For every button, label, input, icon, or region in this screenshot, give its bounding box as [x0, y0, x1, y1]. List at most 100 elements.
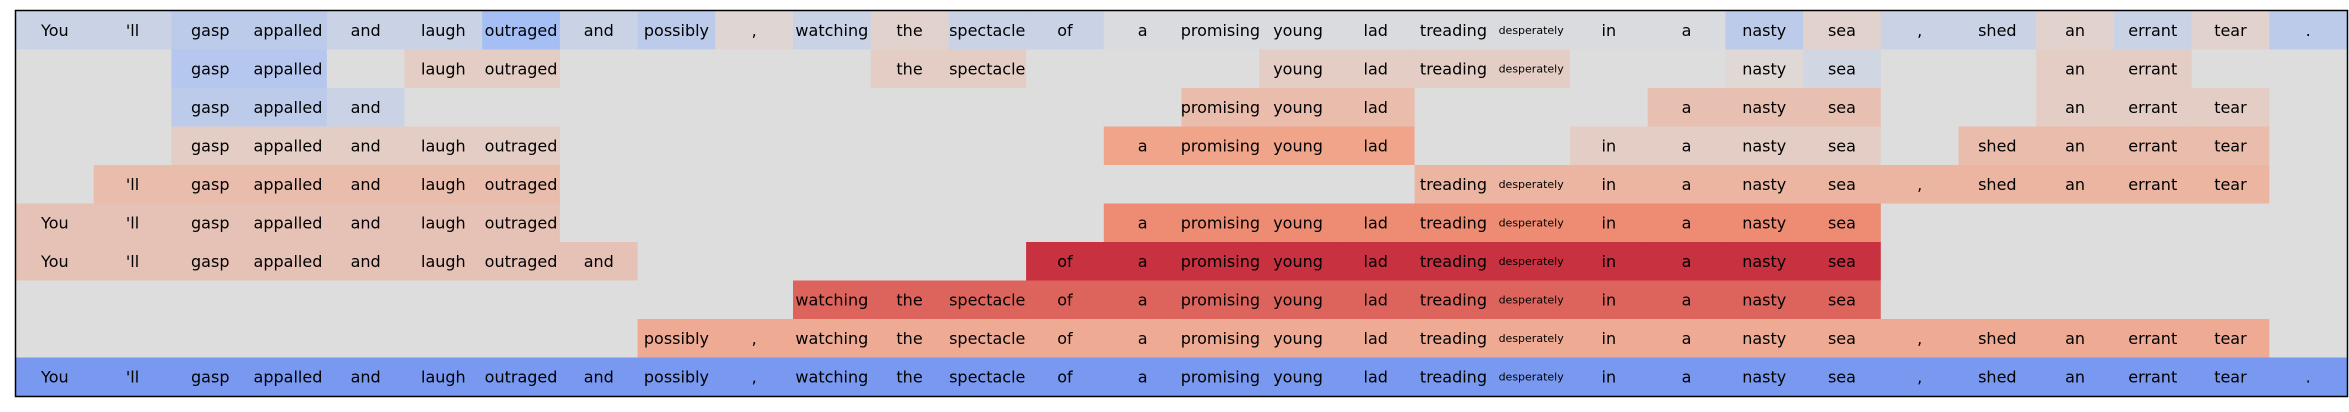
heatmap-cell: [16, 126, 95, 166]
token-label: laugh: [421, 59, 466, 78]
token-label: errant: [2128, 98, 2177, 117]
token-label: spectacle: [949, 59, 1025, 78]
heatmap-cell: [2191, 49, 2270, 89]
token-label: watching: [795, 329, 868, 348]
token-label: a: [1682, 175, 1692, 194]
heatmap-cell: [326, 11, 406, 51]
heatmap-cell: [1336, 88, 1416, 128]
token-label: 'll: [126, 252, 139, 271]
heatmap-cell: [1259, 49, 1338, 89]
token-label: promising: [1181, 367, 1260, 386]
heatmap-cell: [870, 126, 949, 166]
heatmap-cell: [1181, 242, 1260, 282]
heatmap-cell: [171, 126, 250, 166]
heatmap-cell: [1259, 11, 1338, 51]
heatmap-cell: [404, 357, 483, 397]
heatmap-cell: [1958, 242, 2037, 282]
heatmap-cell: [1181, 165, 1260, 205]
token-label: an: [2065, 367, 2085, 386]
heatmap-cell: [2113, 165, 2193, 205]
heatmap-cell: [1803, 357, 1882, 397]
token-label: and: [584, 21, 614, 40]
heatmap-cell: [2113, 280, 2193, 320]
heatmap-cell: [559, 126, 639, 166]
heatmap-cell: [1181, 319, 1260, 359]
token-label: tear: [2214, 21, 2247, 40]
heatmap-cell: [870, 88, 949, 128]
token-label: a: [1682, 290, 1692, 309]
heatmap-cell: [559, 242, 639, 282]
heatmap-cell: [1414, 88, 1493, 128]
heatmap-cell: [404, 88, 483, 128]
heatmap-cell: [1492, 242, 1571, 282]
heatmap-cell: [1647, 242, 1726, 282]
token-label: the: [896, 367, 922, 386]
heatmap-cell: [2113, 11, 2193, 51]
heatmap-cell: [1880, 11, 1960, 51]
heatmap-cell: [1803, 242, 1882, 282]
heatmap-cell: [1259, 203, 1338, 243]
heatmap-cell: [482, 280, 561, 320]
heatmap-cell: [1570, 357, 1649, 397]
heatmap-cell: [1803, 11, 1882, 51]
heatmap-cell: [249, 126, 328, 166]
heatmap-cell: [715, 319, 794, 359]
heatmap-cell: [1570, 11, 1649, 51]
heatmap-cell: [1570, 126, 1649, 166]
heatmap-cell: [1647, 165, 1726, 205]
token-label: sea: [1828, 290, 1856, 309]
token-label: lad: [1364, 59, 1388, 78]
heatmap-cell: [93, 49, 172, 89]
token-label: in: [1602, 367, 1617, 386]
heatmap-cell: [16, 11, 95, 51]
token-label: promising: [1181, 290, 1260, 309]
heatmap-cell: [404, 280, 483, 320]
heatmap-cell: [1492, 11, 1571, 51]
token-label: young: [1273, 21, 1323, 40]
token-label: and: [351, 21, 381, 40]
token-label: young: [1273, 252, 1323, 271]
token-label: shed: [1978, 136, 2016, 155]
heatmap-cell: [482, 126, 561, 166]
heatmap-cell: [1803, 88, 1882, 128]
heatmap-cell: [2113, 49, 2193, 89]
token-label: desperately: [1499, 216, 1565, 229]
heatmap-cell: [1492, 126, 1571, 166]
heatmap-cell: [715, 165, 794, 205]
token-label: appalled: [254, 213, 323, 232]
heatmap-cell: [1336, 203, 1416, 243]
heatmap-cell: [1958, 319, 2037, 359]
token-label: .: [2306, 367, 2311, 386]
token-label: and: [584, 252, 614, 271]
token-label: nasty: [1742, 329, 1786, 348]
heatmap-cell: [1880, 165, 1960, 205]
heatmap-cell: [1181, 11, 1260, 51]
heatmap-cell: [948, 126, 1027, 166]
token-label: laugh: [421, 252, 466, 271]
heatmap-cell: [326, 280, 406, 320]
token-label: desperately: [1499, 62, 1565, 75]
heatmap-cell: [1181, 49, 1260, 89]
heatmap-cell: [1570, 280, 1649, 320]
heatmap-cell: [2269, 11, 2348, 51]
heatmap-cell: [1103, 242, 1183, 282]
token-label: an: [2065, 175, 2085, 194]
token-label: tear: [2214, 367, 2247, 386]
heatmap-cell: [1647, 88, 1726, 128]
heatmap-cell: [93, 88, 172, 128]
token-label: sea: [1828, 367, 1856, 386]
heatmap-cell: [1492, 49, 1571, 89]
token-label: promising: [1181, 213, 1260, 232]
token-label: tear: [2214, 329, 2247, 348]
heatmap-cell: [16, 88, 95, 128]
heatmap-cell: [1725, 357, 1804, 397]
heatmap-cell: [93, 319, 172, 359]
heatmap-cell: [870, 357, 949, 397]
token-label: in: [1602, 136, 1617, 155]
heatmap-cell: [482, 242, 561, 282]
token-label: nasty: [1742, 21, 1786, 40]
token-label: and: [351, 175, 381, 194]
token-label: appalled: [254, 136, 323, 155]
heatmap-cell: [171, 49, 250, 89]
